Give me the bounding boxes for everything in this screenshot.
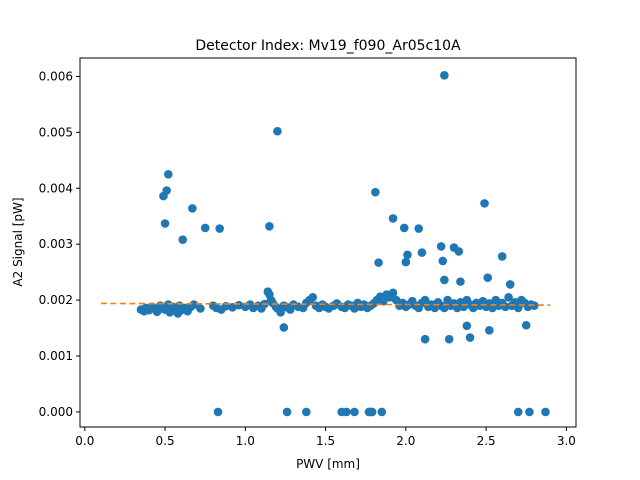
- data-point: [388, 214, 398, 223]
- data-point: [273, 126, 282, 136]
- y-axis-label: A2 Signal [pW]: [11, 197, 25, 286]
- data-point: [276, 308, 285, 317]
- data-point: [399, 223, 409, 233]
- data-point: [420, 334, 430, 344]
- data-point: [521, 320, 531, 330]
- data-point: [200, 223, 210, 233]
- data-point: [189, 300, 199, 309]
- data-point: [178, 235, 188, 245]
- y-tick-label: 0.000: [39, 405, 73, 419]
- x-tick-label: 2.5: [477, 434, 496, 448]
- data-point: [438, 256, 448, 266]
- data-point: [414, 224, 423, 233]
- data-point: [265, 221, 274, 231]
- x-tick-label: 0.5: [156, 434, 175, 448]
- y-tick-label: 0.003: [39, 237, 73, 251]
- x-tick-label: 2.0: [396, 434, 415, 448]
- y-tick-label: 0.005: [39, 125, 73, 139]
- data-point: [454, 247, 464, 256]
- data-point: [160, 219, 170, 228]
- data-point: [462, 321, 472, 331]
- data-point: [485, 325, 494, 335]
- y-axis-ticks: 0.000 0.001 0.002 0.003 0.004 0.005 0.006: [39, 69, 80, 419]
- data-point: [367, 407, 377, 417]
- x-tick-label: 1.5: [316, 434, 335, 448]
- data-point: [196, 304, 205, 313]
- data-point: [483, 273, 493, 283]
- data-point: [215, 224, 224, 233]
- data-point: [436, 242, 446, 251]
- data-point: [188, 204, 197, 213]
- y-tick-label: 0.002: [39, 293, 73, 307]
- data-point: [388, 288, 398, 298]
- y-tick-label: 0.004: [39, 181, 73, 195]
- data-point: [302, 407, 311, 417]
- plot-area: [100, 71, 551, 417]
- data-point: [282, 407, 292, 417]
- data-point: [379, 296, 388, 306]
- data-point: [417, 248, 427, 257]
- y-tick-label: 0.006: [39, 69, 73, 83]
- data-point: [480, 199, 489, 208]
- chart-title: Detector Index: Mv19_f090_Ar05c10A: [195, 38, 461, 54]
- data-point: [420, 295, 430, 305]
- x-tick-label: 1.0: [236, 434, 255, 448]
- data-point: [444, 334, 454, 344]
- data-point: [342, 407, 351, 417]
- data-point: [162, 186, 171, 195]
- x-tick-label: 3.0: [557, 434, 576, 448]
- data-point: [350, 407, 359, 417]
- data-point: [213, 407, 223, 417]
- data-point: [525, 407, 534, 417]
- data-point: [163, 169, 173, 179]
- data-point: [401, 257, 411, 267]
- data-point: [504, 292, 513, 302]
- data-point: [371, 187, 380, 197]
- data-point: [465, 333, 475, 342]
- data-point: [308, 292, 318, 302]
- data-point: [279, 323, 289, 332]
- x-tick-label: 0.0: [75, 434, 94, 448]
- data-point: [440, 71, 449, 80]
- data-point: [440, 275, 449, 285]
- data-point: [377, 407, 387, 417]
- data-point: [403, 250, 412, 260]
- axes-frame: [79, 57, 577, 428]
- data-point: [497, 252, 507, 261]
- fit-line: [100, 302, 551, 306]
- y-tick-label: 0.001: [39, 349, 73, 363]
- data-point: [374, 258, 383, 267]
- data-point: [505, 280, 515, 289]
- data-point: [456, 277, 465, 286]
- x-axis-ticks: 0.0 0.5 1.0 1.5 2.0 2.5 3.0: [75, 427, 576, 448]
- data-point: [541, 407, 550, 417]
- x-axis-label: PWV [mm]: [296, 457, 360, 471]
- data-point: [513, 407, 523, 417]
